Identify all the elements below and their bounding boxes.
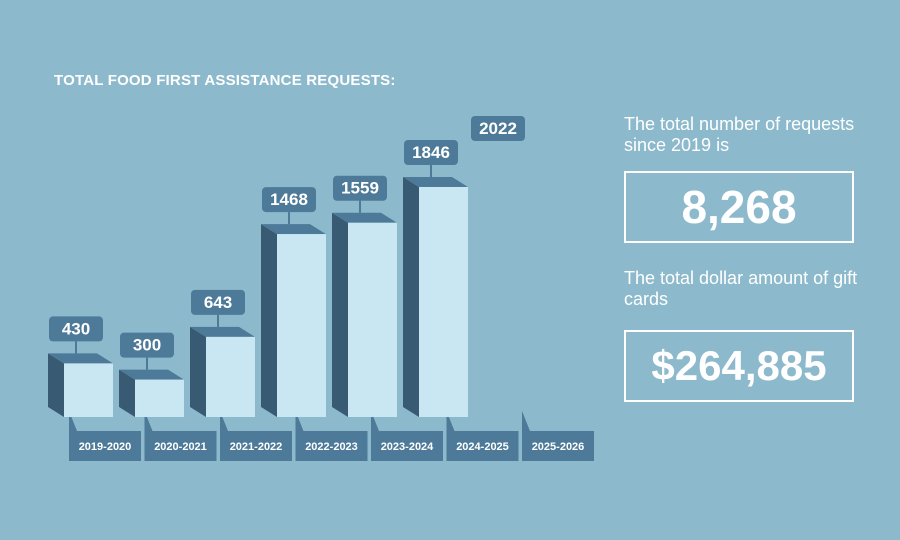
gift-card-total-value: $264,885 xyxy=(624,330,854,402)
bar-front xyxy=(135,379,184,417)
category-label: 2024-2025 xyxy=(456,441,509,453)
category-tab-2024-2025: 2024-2025 xyxy=(446,411,519,461)
category-tab-shape xyxy=(295,411,368,461)
bar-front xyxy=(277,234,326,417)
category-tab-shape xyxy=(69,411,141,461)
value-label-box xyxy=(262,187,316,213)
bar-front xyxy=(206,336,255,417)
value-label: 430 xyxy=(62,319,90,338)
category-tab-2025-2026: 2025-2026 xyxy=(522,411,594,461)
bar-2021-2022: 643 xyxy=(190,289,255,417)
bar-top xyxy=(119,369,184,380)
total-requests-label: The total number of requests since 2019 … xyxy=(624,114,855,155)
bar-top xyxy=(403,176,468,187)
bar-side xyxy=(403,176,419,417)
category-tab-shape xyxy=(522,411,594,461)
category-label: 2021-2022 xyxy=(230,441,283,453)
bar-2024-2025: 1846 xyxy=(403,139,468,417)
category-label: 2023-2024 xyxy=(381,441,434,453)
bar-top xyxy=(48,353,113,364)
bar-side xyxy=(332,212,348,417)
bar-front xyxy=(348,222,397,417)
bar-front xyxy=(64,363,113,417)
value-label-box xyxy=(49,316,103,342)
category-label: 2022-2023 xyxy=(305,441,358,453)
category-tab-2022-2023: 2022-2023 xyxy=(295,411,368,461)
category-tab-shape xyxy=(144,411,217,461)
category-tab-shape xyxy=(371,411,443,461)
category-tab-2020-2021: 2020-2021 xyxy=(144,411,217,461)
category-tab-shape xyxy=(446,411,519,461)
value-label: 1846 xyxy=(412,143,450,162)
value-label-box xyxy=(404,139,458,165)
category-tab-2019-2020: 2019-2020 xyxy=(69,411,141,461)
category-tab-2023-2024: 2023-2024 xyxy=(371,411,443,461)
bar-2020-2021: 300 xyxy=(119,332,184,417)
category-tab-2021-2022: 2021-2022 xyxy=(220,411,292,461)
chart-title: TOTAL FOOD FIRST ASSISTANCE REQUESTS: xyxy=(54,72,396,89)
value-label: 1468 xyxy=(270,190,308,209)
bar-side xyxy=(48,353,64,417)
bar-top xyxy=(332,212,397,223)
value-label-box xyxy=(120,332,174,358)
value-label: 643 xyxy=(204,293,232,312)
bar-2025-2026-label: 2022 xyxy=(471,116,525,141)
category-tab-shape xyxy=(220,411,292,461)
bar-2023-2024: 1559 xyxy=(332,175,397,417)
bar-top xyxy=(190,326,255,337)
category-label: 2025-2026 xyxy=(532,441,585,453)
value-label-box xyxy=(191,289,245,315)
bar-2019-2020: 430 xyxy=(48,316,113,417)
bar-side xyxy=(261,224,277,417)
bar-top xyxy=(261,224,326,235)
value-label: 2022 xyxy=(479,119,517,138)
bar-front xyxy=(419,186,468,417)
value-label: 300 xyxy=(133,336,161,355)
value-label-box xyxy=(471,116,525,141)
gift-card-total-label: The total dollar amount of gift cards xyxy=(624,268,858,309)
category-label: 2019-2020 xyxy=(79,441,132,453)
bar-side xyxy=(119,369,135,417)
total-requests-value: 8,268 xyxy=(624,171,854,243)
value-label: 1559 xyxy=(341,179,379,198)
value-label-box xyxy=(333,175,387,201)
bar-2022-2023: 1468 xyxy=(261,187,326,417)
bar-side xyxy=(190,326,206,417)
category-label: 2020-2021 xyxy=(154,441,207,453)
